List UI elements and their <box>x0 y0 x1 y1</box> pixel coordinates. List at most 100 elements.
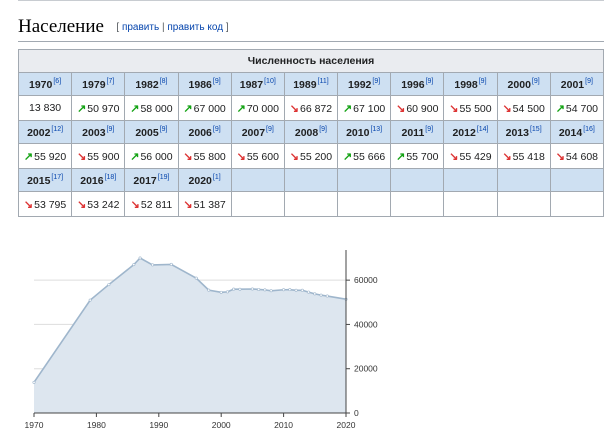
year-label: 2011 <box>401 126 425 139</box>
separator: | <box>161 22 165 33</box>
decrease-arrow-icon: ↘ <box>449 150 459 163</box>
population-value: 54 608 <box>565 150 599 163</box>
decrease-arrow-icon: ↘ <box>183 198 193 211</box>
year-label: 2017 <box>133 174 157 187</box>
population-value: 53 795 <box>34 198 67 211</box>
reference-link[interactable]: [8] <box>159 77 168 85</box>
population-value: 55 500 <box>459 102 492 115</box>
population-value: 51 387 <box>193 198 226 211</box>
data-point <box>263 288 267 292</box>
decrease-arrow-icon: ↘ <box>396 102 406 115</box>
empty-year-cell <box>337 167 392 193</box>
reference-link[interactable]: [15] <box>529 125 542 133</box>
reference-link[interactable]: [9] <box>372 77 381 85</box>
reference-link[interactable]: [9] <box>478 77 487 85</box>
data-point <box>294 288 298 292</box>
edit-source-link[interactable]: править код <box>167 22 224 33</box>
data-point <box>250 287 254 291</box>
population-value-cell: ↗67 000 <box>177 95 232 121</box>
year-cell: 2020[1] <box>177 167 232 193</box>
population-table: Численность населения 1970[6] 1979[7] 1982… <box>17 49 604 217</box>
reference-link[interactable]: [14] <box>476 125 489 133</box>
decrease-arrow-icon: ↘ <box>289 102 299 115</box>
empty-value-cell <box>390 191 445 217</box>
reference-link[interactable]: [9] <box>425 77 434 85</box>
population-value: 67 100 <box>353 102 386 115</box>
population-value-cell: ↘52 811 <box>124 191 179 217</box>
reference-link[interactable]: [12] <box>51 125 64 133</box>
reference-link[interactable]: [9] <box>585 77 593 85</box>
empty-year-cell <box>390 167 445 193</box>
reference-link[interactable]: [11] <box>317 77 329 85</box>
reference-link[interactable]: [9] <box>212 77 221 85</box>
data-point <box>238 287 242 291</box>
decrease-arrow-icon: ↘ <box>130 198 140 211</box>
year-label: 2005 <box>135 126 159 139</box>
data-point <box>32 380 36 384</box>
empty-value-cell <box>549 191 604 217</box>
reference-link[interactable]: [9] <box>425 125 434 133</box>
year-cell: 2013[15] <box>496 119 551 145</box>
reference-link[interactable]: [9] <box>212 125 221 133</box>
population-value: 67 000 <box>193 102 226 115</box>
year-label: 1986 <box>188 78 212 91</box>
empty-value-cell <box>230 191 285 217</box>
population-value-cell: ↘55 429 <box>443 143 498 169</box>
reference-link[interactable]: [18] <box>104 173 117 181</box>
population-value-cell: ↗55 920 <box>17 143 73 169</box>
population-value: 55 429 <box>459 150 492 163</box>
population-value-cell: ↗58 000 <box>124 95 179 121</box>
reference-link[interactable]: [19] <box>157 173 170 181</box>
data-point <box>269 289 273 293</box>
x-tick-label: 1990 <box>149 420 168 430</box>
year-row: 2015[17] 2016[18] 2017[19] 2020[1] <box>17 167 604 193</box>
year-cell: 2008[9] <box>283 119 339 145</box>
section-title: Население <box>18 16 104 37</box>
population-value-cell: ↘51 387 <box>177 191 232 217</box>
reference-link[interactable]: [9] <box>531 77 540 85</box>
decrease-arrow-icon: ↘ <box>502 102 512 115</box>
year-cell: 2015[17] <box>17 167 73 193</box>
population-value: 56 000 <box>140 150 173 163</box>
data-point <box>232 287 236 291</box>
year-cell: 2007[9] <box>230 119 285 145</box>
value-row: ↘53 795 ↘53 242 ↘52 811 ↘51 387 <box>17 191 604 217</box>
increase-arrow-icon: ↗ <box>555 102 565 115</box>
year-cell: 1989[11] <box>283 71 339 97</box>
increase-arrow-icon: ↗ <box>130 102 140 115</box>
reference-link[interactable]: [9] <box>266 125 274 133</box>
decrease-arrow-icon: ↘ <box>502 150 512 163</box>
reference-link[interactable]: [9] <box>319 125 328 133</box>
data-point <box>219 290 223 294</box>
increase-arrow-icon: ↗ <box>342 150 353 163</box>
population-value: 54 500 <box>512 102 545 115</box>
year-label: 1987 <box>239 78 264 91</box>
population-value: 58 000 <box>140 102 173 115</box>
reference-link[interactable]: [10] <box>264 77 276 85</box>
empty-value-cell <box>443 191 498 217</box>
year-row: 2002[12] 2003[9] 2005[9] 2006[9] 2007[9] 2008… <box>17 119 604 145</box>
reference-link[interactable]: [16] <box>583 125 595 133</box>
data-point <box>225 290 229 294</box>
reference-link[interactable]: [9] <box>159 125 168 133</box>
empty-year-cell <box>496 167 551 193</box>
reference-link[interactable]: [6] <box>53 77 62 85</box>
data-point <box>107 283 111 287</box>
x-tick-label: 2000 <box>212 420 231 430</box>
reference-link[interactable]: [9] <box>106 125 115 133</box>
decrease-arrow-icon: ↘ <box>449 102 459 115</box>
year-label: 2002 <box>27 126 51 139</box>
reference-link[interactable]: [13] <box>370 125 383 133</box>
data-point <box>288 288 292 292</box>
reference-link[interactable]: [7] <box>106 77 115 85</box>
edit-link[interactable]: править <box>121 22 160 33</box>
reference-link[interactable]: [17] <box>51 173 64 181</box>
population-value: 55 920 <box>34 150 67 163</box>
population-value: 70 000 <box>246 102 279 115</box>
population-value: 55 200 <box>299 150 333 163</box>
year-label: 2014 <box>558 126 583 139</box>
reference-link[interactable]: [1] <box>212 173 221 181</box>
empty-year-cell <box>230 167 285 193</box>
population-value-cell: ↘55 500 <box>443 95 498 121</box>
year-cell: 2014[16] <box>549 119 604 145</box>
